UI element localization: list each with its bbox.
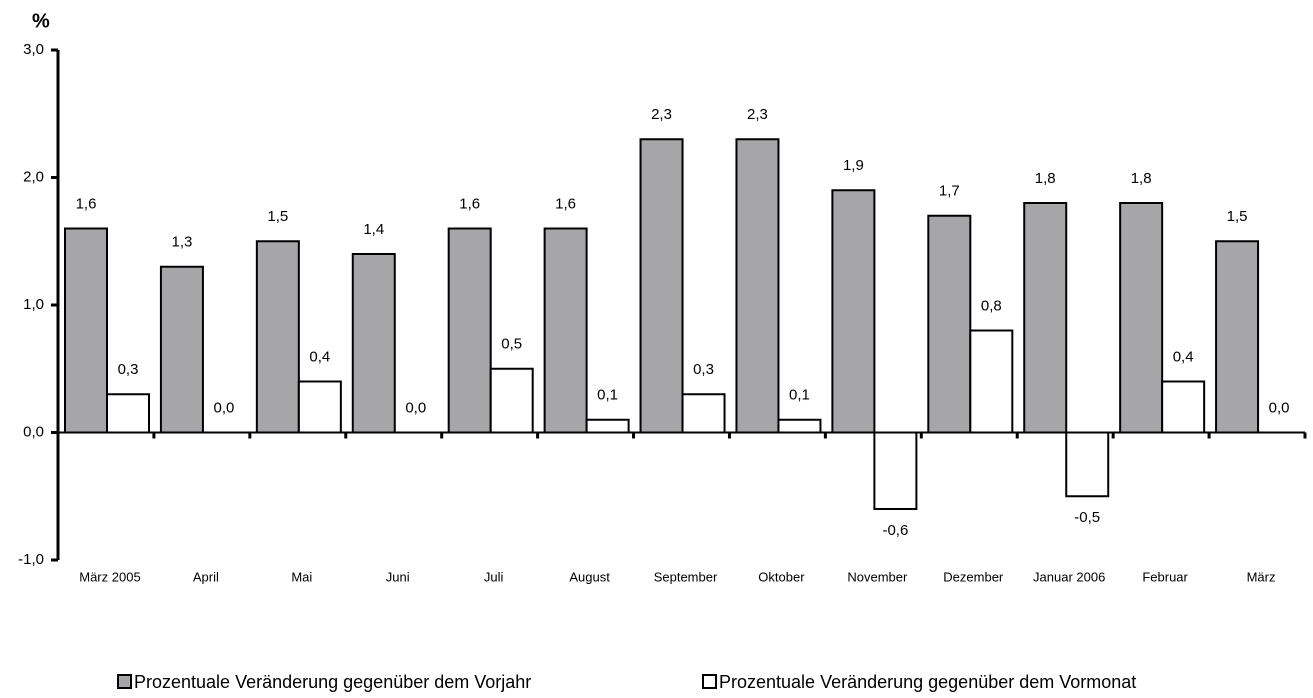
x-tick-label: Juli (484, 569, 504, 584)
value-label: 0,3 (693, 361, 714, 378)
value-label: 0,4 (1173, 348, 1194, 365)
bar (297, 380, 342, 434)
bar (489, 367, 534, 434)
x-tick-label: Januar 2006 (1033, 569, 1105, 584)
x-tick-label: Dezember (943, 569, 1004, 584)
value-label: 1,6 (76, 195, 97, 212)
y-tick-label: 0,0 (23, 423, 44, 440)
value-label: 1,7 (939, 183, 960, 200)
x-tick-label: März 2005 (79, 569, 140, 584)
value-label: 2,3 (747, 106, 768, 123)
value-label: 1,9 (843, 157, 864, 174)
bar (106, 393, 150, 434)
value-label: 1,8 (1035, 170, 1056, 187)
value-label: 1,6 (459, 195, 480, 212)
bar (735, 138, 780, 434)
bar (1023, 202, 1068, 434)
bar (1161, 380, 1206, 434)
legend-swatch (117, 674, 132, 689)
bar (1215, 240, 1260, 434)
value-label: -0,6 (882, 522, 908, 539)
value-label: 1,5 (1227, 208, 1248, 225)
value-label: 0,3 (118, 361, 139, 378)
value-label: 0,0 (405, 399, 426, 416)
x-tick-label: Juni (386, 569, 410, 584)
value-label: 0,0 (213, 399, 234, 416)
bar (64, 227, 108, 434)
value-label: -0,5 (1074, 509, 1100, 526)
value-label: 0,1 (789, 387, 810, 404)
value-label: 0,0 (1269, 399, 1290, 416)
value-label: 2,3 (651, 106, 672, 123)
value-label: 0,5 (501, 336, 522, 353)
bar (681, 393, 726, 434)
x-tick-label: September (654, 569, 718, 584)
y-tick-label: 1,0 (23, 296, 44, 313)
bar (543, 227, 588, 434)
x-tick-label: Februar (1142, 569, 1188, 584)
bar (585, 418, 630, 434)
y-axis-label: % (32, 10, 50, 32)
bar (255, 240, 300, 434)
value-label: 0,8 (981, 297, 1002, 314)
x-tick-label: März (1247, 569, 1276, 584)
value-label: 1,4 (363, 221, 384, 238)
y-tick-label: 2,0 (23, 168, 44, 185)
value-label: 1,8 (1131, 170, 1152, 187)
value-label: 1,3 (171, 234, 192, 251)
bar (1119, 202, 1164, 434)
bar (351, 253, 396, 434)
x-tick-label: August (569, 569, 610, 584)
y-tick-label: -1,0 (18, 551, 44, 568)
legend-label: Prozentuale Veränderung gegenüber dem Vo… (134, 672, 531, 692)
bar (159, 265, 204, 434)
legend-swatch (702, 674, 717, 689)
x-tick-label: Mai (291, 569, 312, 584)
bar (831, 189, 876, 434)
y-tick-label: 3,0 (23, 41, 44, 58)
bar (777, 418, 822, 434)
value-label: 1,6 (555, 195, 576, 212)
value-label: 0,4 (309, 348, 330, 365)
value-label: 0,1 (597, 387, 618, 404)
bar (969, 329, 1014, 434)
value-label: 1,5 (267, 208, 288, 225)
x-tick-label: Oktober (758, 569, 805, 584)
x-tick-label: November (847, 569, 908, 584)
legend-label: Prozentuale Veränderung gegenüber dem Vo… (719, 672, 1136, 692)
bar (873, 431, 918, 510)
bar (447, 227, 492, 434)
bar (927, 214, 972, 434)
bar (1065, 431, 1110, 498)
bar (639, 138, 684, 434)
x-tick-label: April (193, 569, 219, 584)
